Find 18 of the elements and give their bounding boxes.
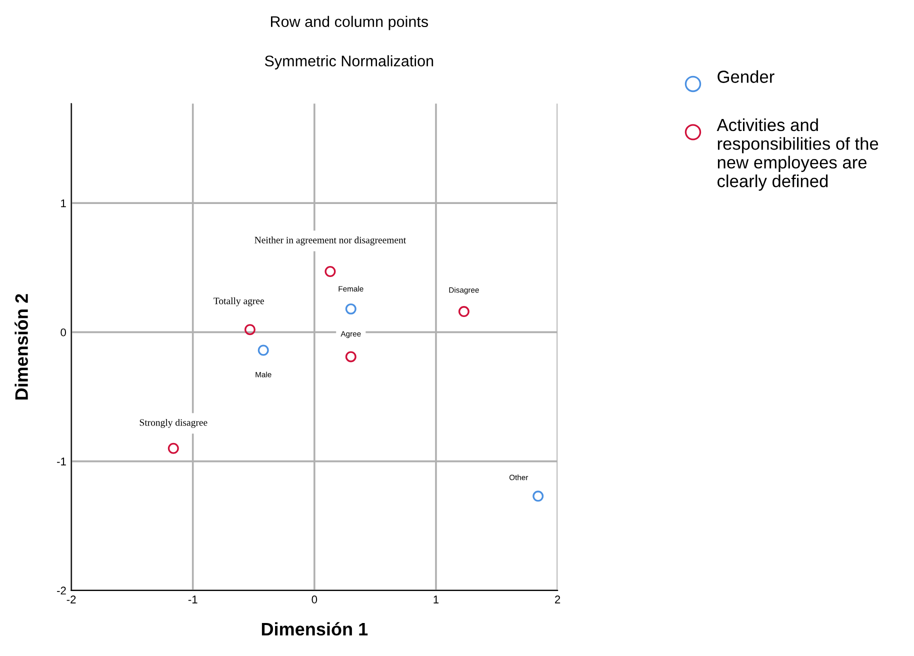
y-tick-label: 0 xyxy=(60,328,66,336)
x-axis-title: Dimensión 1 xyxy=(262,622,368,636)
x-tick-label: -1 xyxy=(188,596,198,604)
y-axis-title: Dimensión 2 xyxy=(14,294,28,400)
x-tick-label: -2 xyxy=(66,596,76,604)
annotation: Neither in agreement nor disagreement xyxy=(254,236,406,246)
y-tick-label: -2 xyxy=(57,586,66,594)
annotation: Totally agree xyxy=(214,297,264,306)
chart-title: Row and column points xyxy=(271,16,428,30)
chart-subtitle: Symmetric Normalization xyxy=(264,55,434,70)
y-tick-label: -1 xyxy=(57,458,66,466)
legend-label: Activities and responsibilities of the new employees are clearly defined xyxy=(716,118,878,191)
x-tick-label: 1 xyxy=(434,596,439,604)
y-tick-label: 1 xyxy=(61,199,66,208)
annotation: Strongly disagree xyxy=(140,418,208,428)
x-tick-label: 2 xyxy=(555,596,560,604)
legend-label: Gender xyxy=(718,70,774,83)
x-tick-label: 0 xyxy=(312,596,318,604)
